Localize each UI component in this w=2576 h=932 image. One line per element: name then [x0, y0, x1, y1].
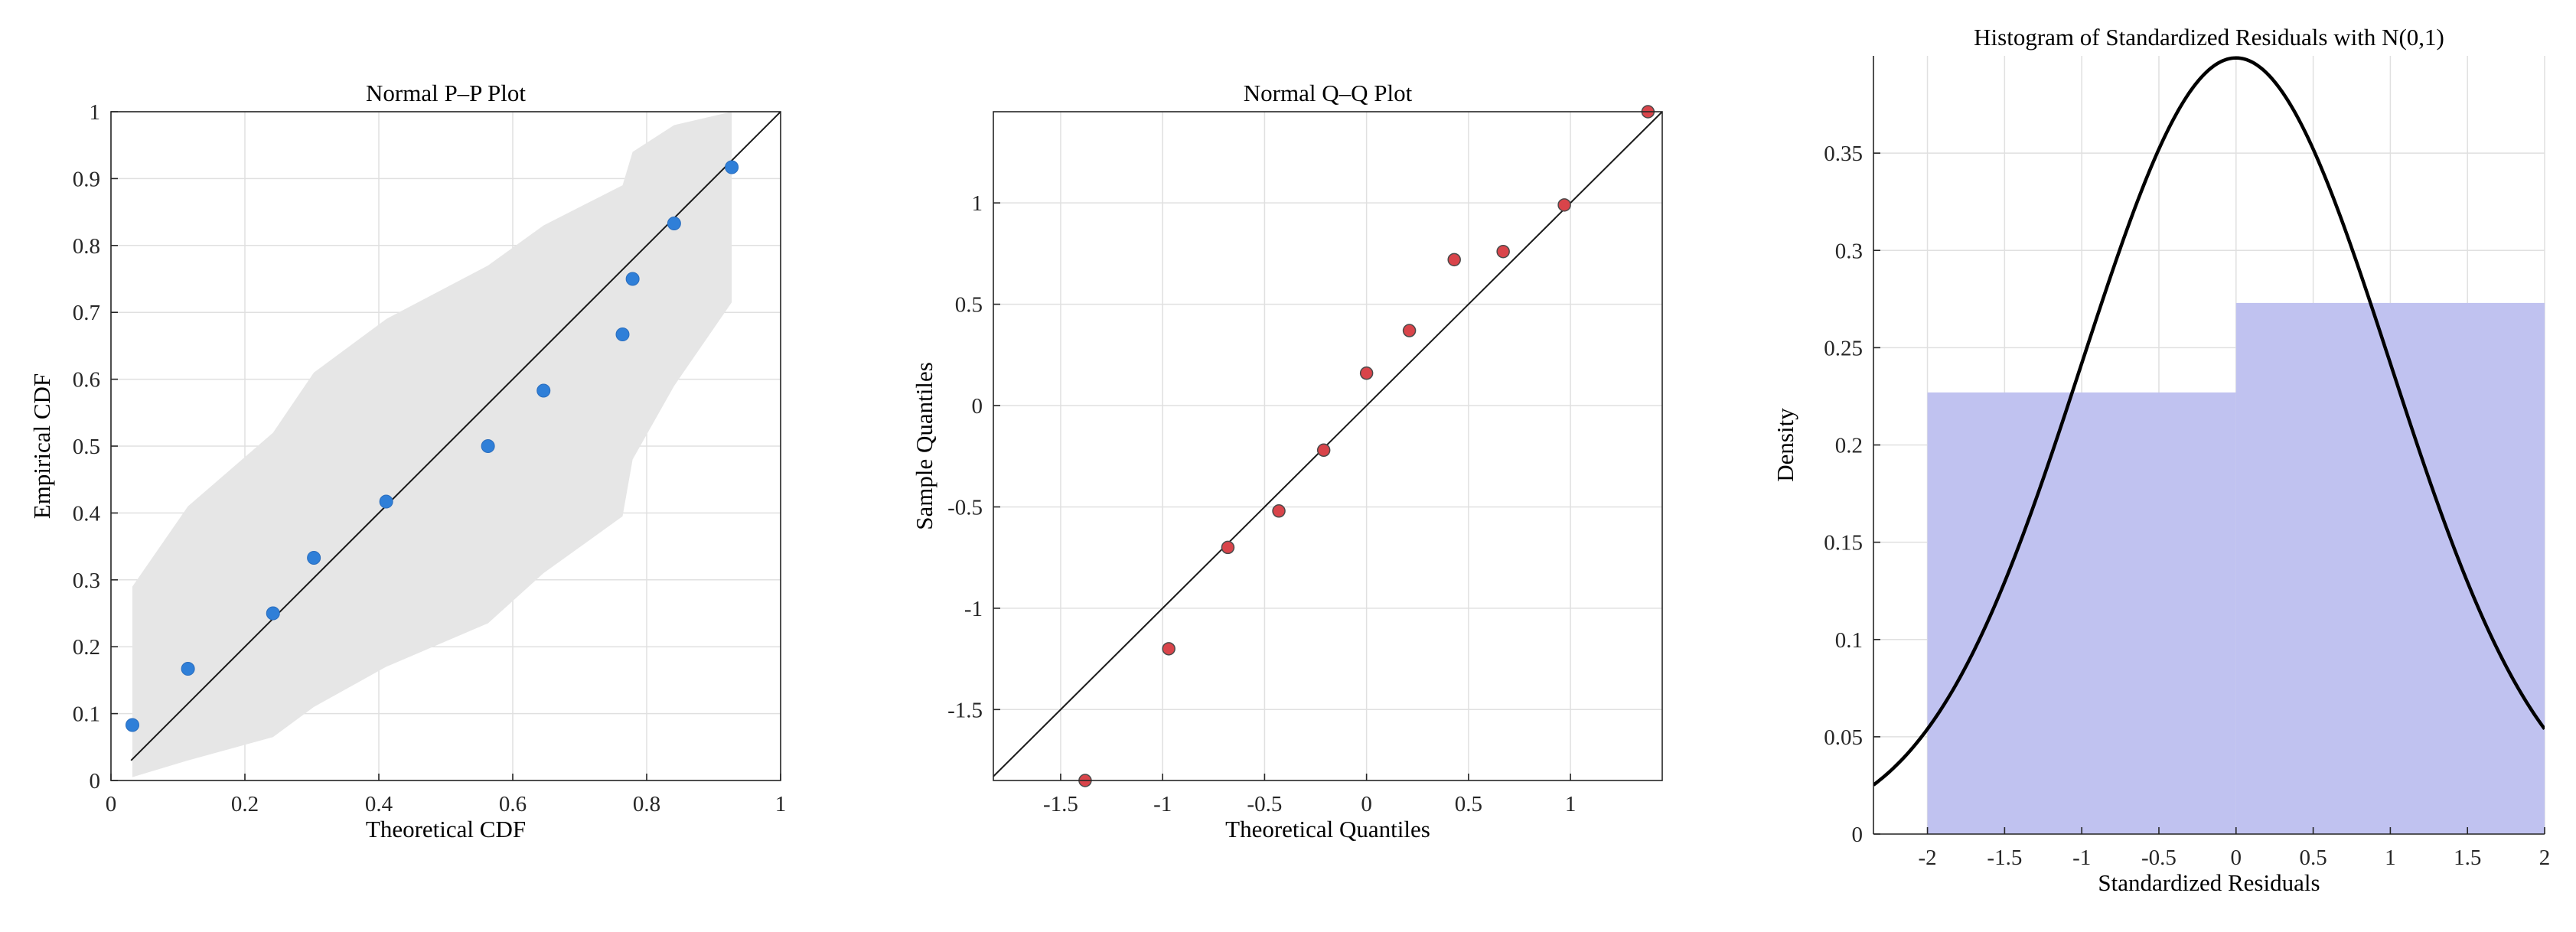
normal-density-curve [1873, 56, 2545, 787]
y-tick-label: 0.1 [73, 702, 100, 727]
data-point [1557, 198, 1571, 212]
y-axis-label: Sample Quantiles [911, 362, 937, 530]
x-tick-label: 0 [106, 792, 117, 816]
chart-title: Histogram of Standardized Residuals with… [1974, 24, 2444, 51]
y-tick-label: 0 [972, 394, 983, 419]
data-point [379, 494, 393, 509]
x-tick-label: 0.5 [2299, 846, 2327, 870]
y-tick-label: -0.5 [947, 495, 983, 520]
y-tick-label: 1 [972, 191, 983, 216]
data-point [1221, 540, 1235, 555]
data-point [536, 383, 551, 398]
y-tick-label: 0.05 [1824, 725, 1863, 750]
histogram-panel: -2 -1.5 -1 -0.5 0 0.5 1 1.5 2 0 0.05 0.1 0.15 0.2 0.25… [1772, 24, 2550, 896]
y-tick-label: 0.1 [1835, 628, 1863, 653]
y-axis-label: Density [1772, 408, 1798, 482]
x-tick-label: 0.6 [499, 792, 527, 816]
y-tick-label: -1 [964, 597, 983, 621]
x-tick-label: 1 [2385, 846, 2396, 870]
x-tick-label: 0 [2231, 846, 2242, 870]
plot-content [993, 112, 1662, 777]
x-tick-label: 1.5 [2454, 846, 2481, 870]
x-tick-label: -1 [2072, 846, 2091, 870]
chart-title: Normal Q–Q Plot [1244, 80, 1413, 106]
x-tick-label: 2 [2539, 846, 2551, 870]
data-point [667, 216, 681, 230]
data-point [266, 606, 280, 621]
y-tick-label: 0.35 [1824, 142, 1863, 166]
y-tick-label: 0.6 [73, 368, 100, 393]
x-axis-label: Standardized Residuals [2098, 869, 2320, 896]
y-tick-label: 0.5 [73, 435, 100, 459]
x-tick-label: -2 [1918, 846, 1936, 870]
y-tick-label: 0.3 [1835, 239, 1863, 263]
data-point [625, 272, 640, 286]
y-tick-label: 0.2 [73, 635, 100, 660]
pp-plot-panel: 0 0.2 0.4 0.6 0.8 1 0 0.1 0.2 0.3 0.4 0.5 0.6 0.7 0.8 0… [28, 80, 786, 842]
y-tick-label: -1.5 [947, 698, 983, 722]
data-point [181, 662, 195, 676]
x-tick-label: 0.2 [231, 792, 259, 816]
y-tick-label: 0.5 [955, 293, 983, 318]
data-point [1496, 244, 1510, 259]
confidence-band [132, 112, 732, 777]
x-tick-label: 1 [775, 792, 787, 816]
data-point [1316, 443, 1331, 458]
qq-plot-panel: -1.5 -1 -0.5 0 0.5 1 -1.5 -1 -0.5 0 0.5 1 Normal Q–Q… [911, 80, 1663, 842]
data-point [1272, 504, 1286, 518]
x-tick-label: 0.5 [1455, 792, 1482, 816]
y-axis-label: Empirical CDF [28, 373, 55, 519]
reference-line [993, 112, 1662, 777]
data-point [615, 328, 630, 342]
data-point [1402, 324, 1417, 337]
chart-title: Normal P–P Plot [366, 80, 526, 106]
x-axis-label: Theoretical Quantiles [1225, 816, 1430, 842]
y-tick-label: 1 [90, 100, 101, 125]
x-tick-label: -1.5 [1043, 792, 1078, 816]
y-tick-label: 0 [1852, 823, 1864, 847]
x-tick-label: -0.5 [1247, 792, 1282, 816]
plot-content [1873, 56, 2545, 834]
y-tick-label: 0.9 [73, 167, 100, 191]
data-point [1447, 253, 1461, 267]
x-tick-label: 0.8 [633, 792, 660, 816]
x-axis-label: Theoretical CDF [366, 816, 526, 842]
x-tick-label: -1.5 [1987, 846, 2022, 870]
y-tick-label: 0.8 [73, 234, 100, 259]
data-point [1162, 642, 1176, 656]
x-tick-label: 1 [1565, 792, 1577, 816]
x-tick-label: -1 [1153, 792, 1172, 816]
data-point [126, 718, 139, 732]
y-tick-label: 0.2 [1835, 434, 1863, 458]
y-tick-label: 0.15 [1824, 531, 1863, 556]
y-tick-label: 0.4 [73, 501, 101, 526]
histogram-bar [1927, 392, 2236, 834]
x-tick-label: 0.4 [365, 792, 393, 816]
data-point [481, 439, 495, 453]
y-tick-label: 0.3 [73, 569, 100, 593]
y-tick-label: 0.7 [73, 301, 100, 325]
x-tick-label: 0 [1361, 792, 1372, 816]
data-point [307, 550, 321, 565]
axes-frame [993, 111, 1663, 781]
data-point [725, 160, 739, 174]
data-point [1359, 366, 1374, 380]
y-tick-label: 0 [90, 769, 101, 794]
histogram-bar [2235, 302, 2545, 834]
y-tick-label: 0.25 [1824, 336, 1863, 360]
x-tick-label: -0.5 [2141, 846, 2177, 870]
